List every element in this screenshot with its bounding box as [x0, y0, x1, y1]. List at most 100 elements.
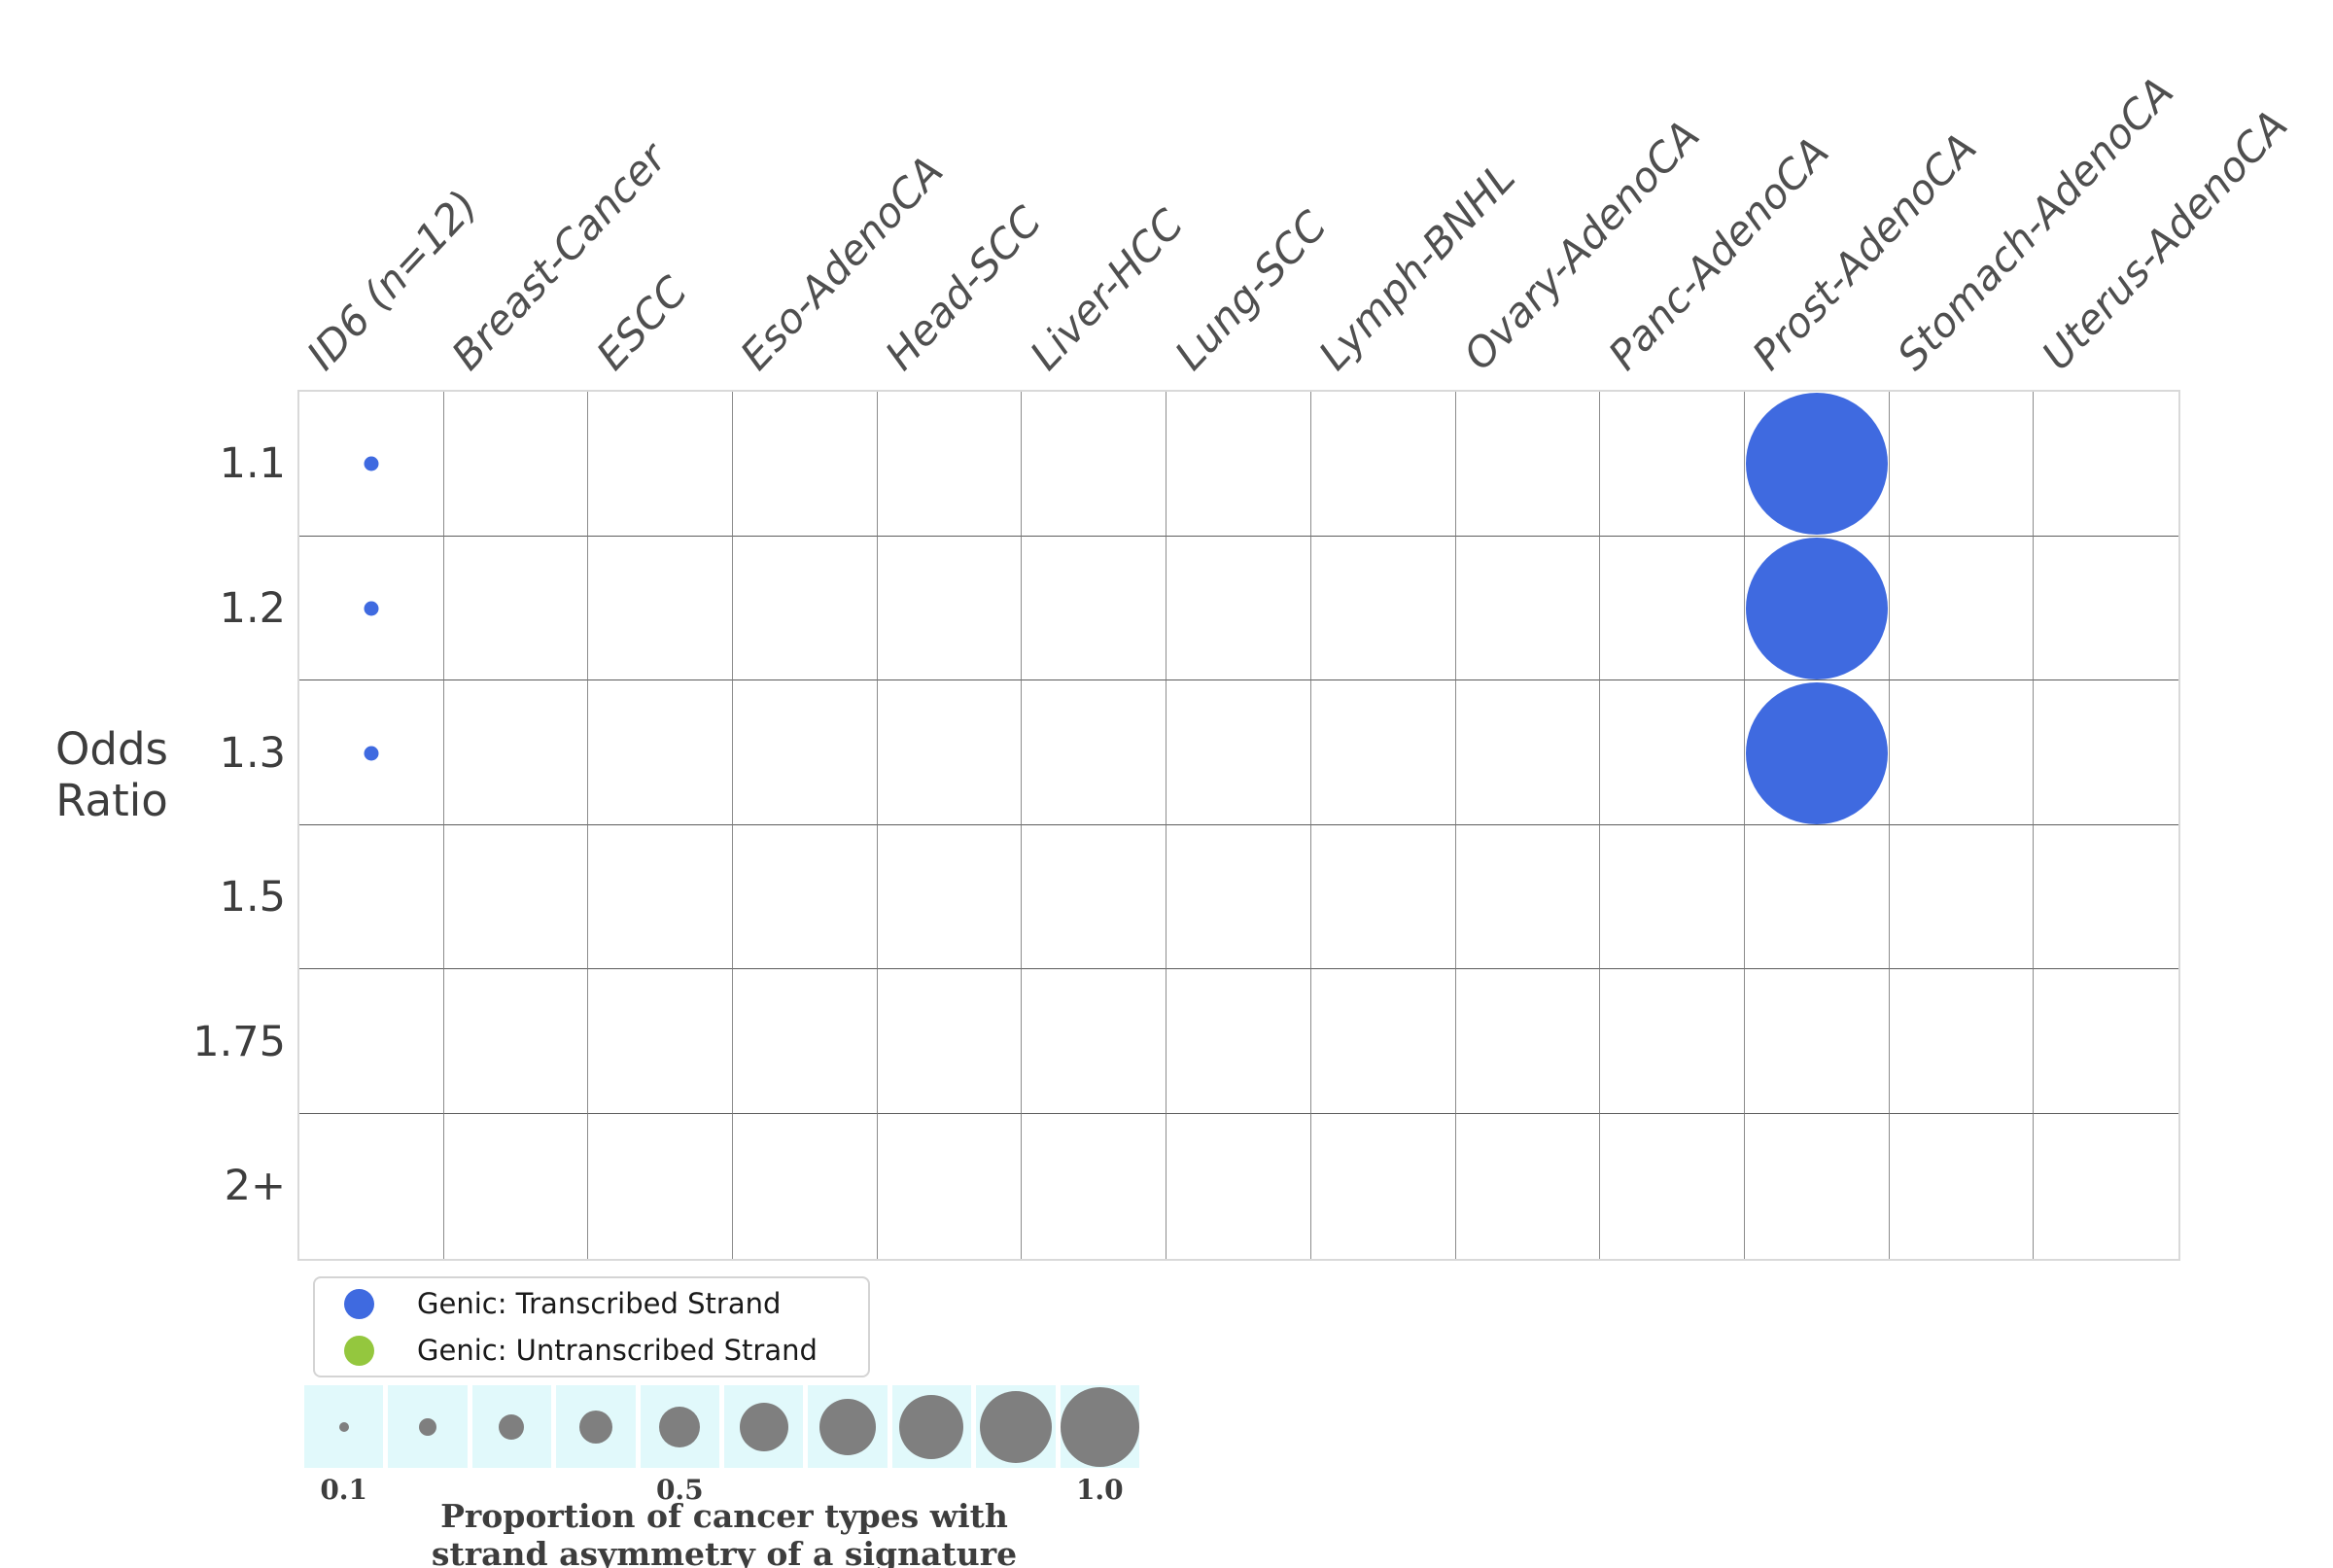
size-legend-tick-label: 1.0: [1075, 1474, 1124, 1506]
size-legend-cell: [471, 1385, 552, 1468]
size-legend-caption-line2: strand asymmetry of a signature: [431, 1534, 1018, 1568]
legend-item-untranscribed: Genic: Untranscribed Strand: [315, 1329, 868, 1372]
grid-cell: [1310, 680, 1456, 825]
grid-cell: [2034, 825, 2179, 970]
grid-cell: [443, 969, 589, 1114]
grid-cell: [299, 392, 444, 537]
data-bubble: [1746, 681, 1889, 824]
grid-cell: [1166, 1113, 1311, 1259]
grid-cell: [1022, 536, 1167, 681]
grid-cell: [1600, 969, 1745, 1114]
grid-cell: [1600, 536, 1745, 681]
grid-cell: [299, 536, 444, 681]
grid-cell: [1744, 392, 1890, 537]
grid-cell: [1455, 824, 1601, 970]
grid-cell: [1166, 680, 1311, 825]
legend-item-label: Genic: Transcribed Strand: [417, 1287, 782, 1320]
size-legend-caption: Proportion of cancer types with strand a…: [304, 1497, 1144, 1568]
grid-cell: [733, 536, 878, 681]
y-tick-label: 1.5: [219, 873, 286, 923]
size-legend-bubble: [899, 1394, 964, 1459]
size-legend-bubble: [578, 1410, 612, 1444]
size-legend-bubble: [419, 1417, 437, 1436]
grid-cell: [588, 969, 734, 1114]
size-legend-cell: [976, 1385, 1056, 1468]
data-bubble: [364, 601, 379, 616]
grid-cell: [443, 536, 589, 681]
size-legend-caption-line1: Proportion of cancer types with: [440, 1497, 1008, 1535]
grid-cell: [1166, 969, 1311, 1114]
grid-cell: [733, 969, 878, 1114]
grid-cell: [588, 536, 734, 681]
data-bubble: [1746, 537, 1889, 679]
legend-item-transcribed: Genic: Transcribed Strand: [315, 1282, 868, 1325]
size-legend-bubble: [338, 1421, 349, 1432]
transcribed-strand-swatch-icon: [344, 1288, 374, 1319]
grid-cell: [733, 1113, 878, 1259]
grid-cell: [1022, 392, 1167, 537]
grid-cell: [1600, 680, 1745, 825]
grid-cell: [1744, 680, 1890, 825]
grid-cell: [299, 680, 444, 825]
grid-cell: [1022, 680, 1167, 825]
grid-cell: [1310, 824, 1456, 970]
y-tick-label: 2+: [224, 1162, 286, 1211]
grid-cell: [877, 969, 1023, 1114]
grid-cell: [1022, 1113, 1167, 1259]
legend-item-label: Genic: Untranscribed Strand: [417, 1334, 818, 1367]
grid-cell: [1744, 969, 1890, 1114]
grid-cell: [588, 1113, 734, 1259]
y-axis-title: Odds Ratio: [24, 723, 199, 826]
x-tick-label: Lung-SCC: [1165, 201, 1336, 379]
size-legend-cell: [808, 1385, 888, 1468]
grid-cell: [1889, 824, 2035, 970]
y-axis-title-line2: Ratio: [55, 775, 168, 827]
grid-cell: [299, 1113, 444, 1259]
grid-cell: [1889, 392, 2035, 537]
grid-cell: [2034, 1114, 2178, 1259]
size-legend-bubble: [659, 1406, 701, 1447]
grid-cell: [1455, 392, 1601, 537]
grid-cell: [1166, 824, 1311, 970]
grid-cell: [733, 680, 878, 825]
grid-cell: [1022, 824, 1167, 970]
x-tick-label: ESCC: [586, 266, 697, 379]
grid-cell: [443, 824, 589, 970]
size-legend-bubble: [739, 1402, 788, 1451]
grid-cell: [2034, 680, 2179, 825]
grid-cell: [1166, 392, 1311, 537]
grid-cell: [1310, 969, 1456, 1114]
size-legend-cell: [388, 1385, 468, 1468]
y-axis-title-line1: Odds: [55, 723, 168, 775]
grid-cell: [1600, 1113, 1745, 1259]
grid-cell: [2034, 392, 2179, 537]
y-tick-label: 1.1: [219, 439, 286, 489]
grid-cell: [733, 824, 878, 970]
grid-cell: [877, 824, 1023, 970]
grid-cell: [588, 680, 734, 825]
grid-cell: [1455, 536, 1601, 681]
data-bubble: [1746, 393, 1889, 536]
size-legend-cell: [891, 1385, 972, 1468]
plot-grid: [297, 390, 2181, 1261]
x-tick-label: Stomach-AdenoCA: [1888, 67, 2183, 379]
grid-cell: [1311, 1113, 1456, 1259]
grid-cell: [1744, 824, 1890, 970]
grid-cell: [1455, 969, 1601, 1114]
y-tick-label: 1.2: [219, 583, 286, 633]
grid-cell: [1745, 1113, 1890, 1259]
grid-cell: [444, 1113, 589, 1259]
grid-cell: [1456, 1113, 1601, 1259]
y-tick-label: 1.3: [219, 728, 286, 778]
grid-cell: [1890, 1113, 2035, 1259]
size-legend-bubble: [979, 1390, 1052, 1463]
grid-cell: [877, 680, 1023, 825]
size-legend-tick-label: 0.5: [655, 1474, 704, 1506]
grid-cell: [1889, 680, 2035, 825]
grid-cell: [1022, 969, 1167, 1114]
grid-cell: [733, 392, 878, 537]
grid-cell: [1455, 680, 1601, 825]
grid-cell: [877, 536, 1023, 681]
grid-cell: [878, 1113, 1023, 1259]
